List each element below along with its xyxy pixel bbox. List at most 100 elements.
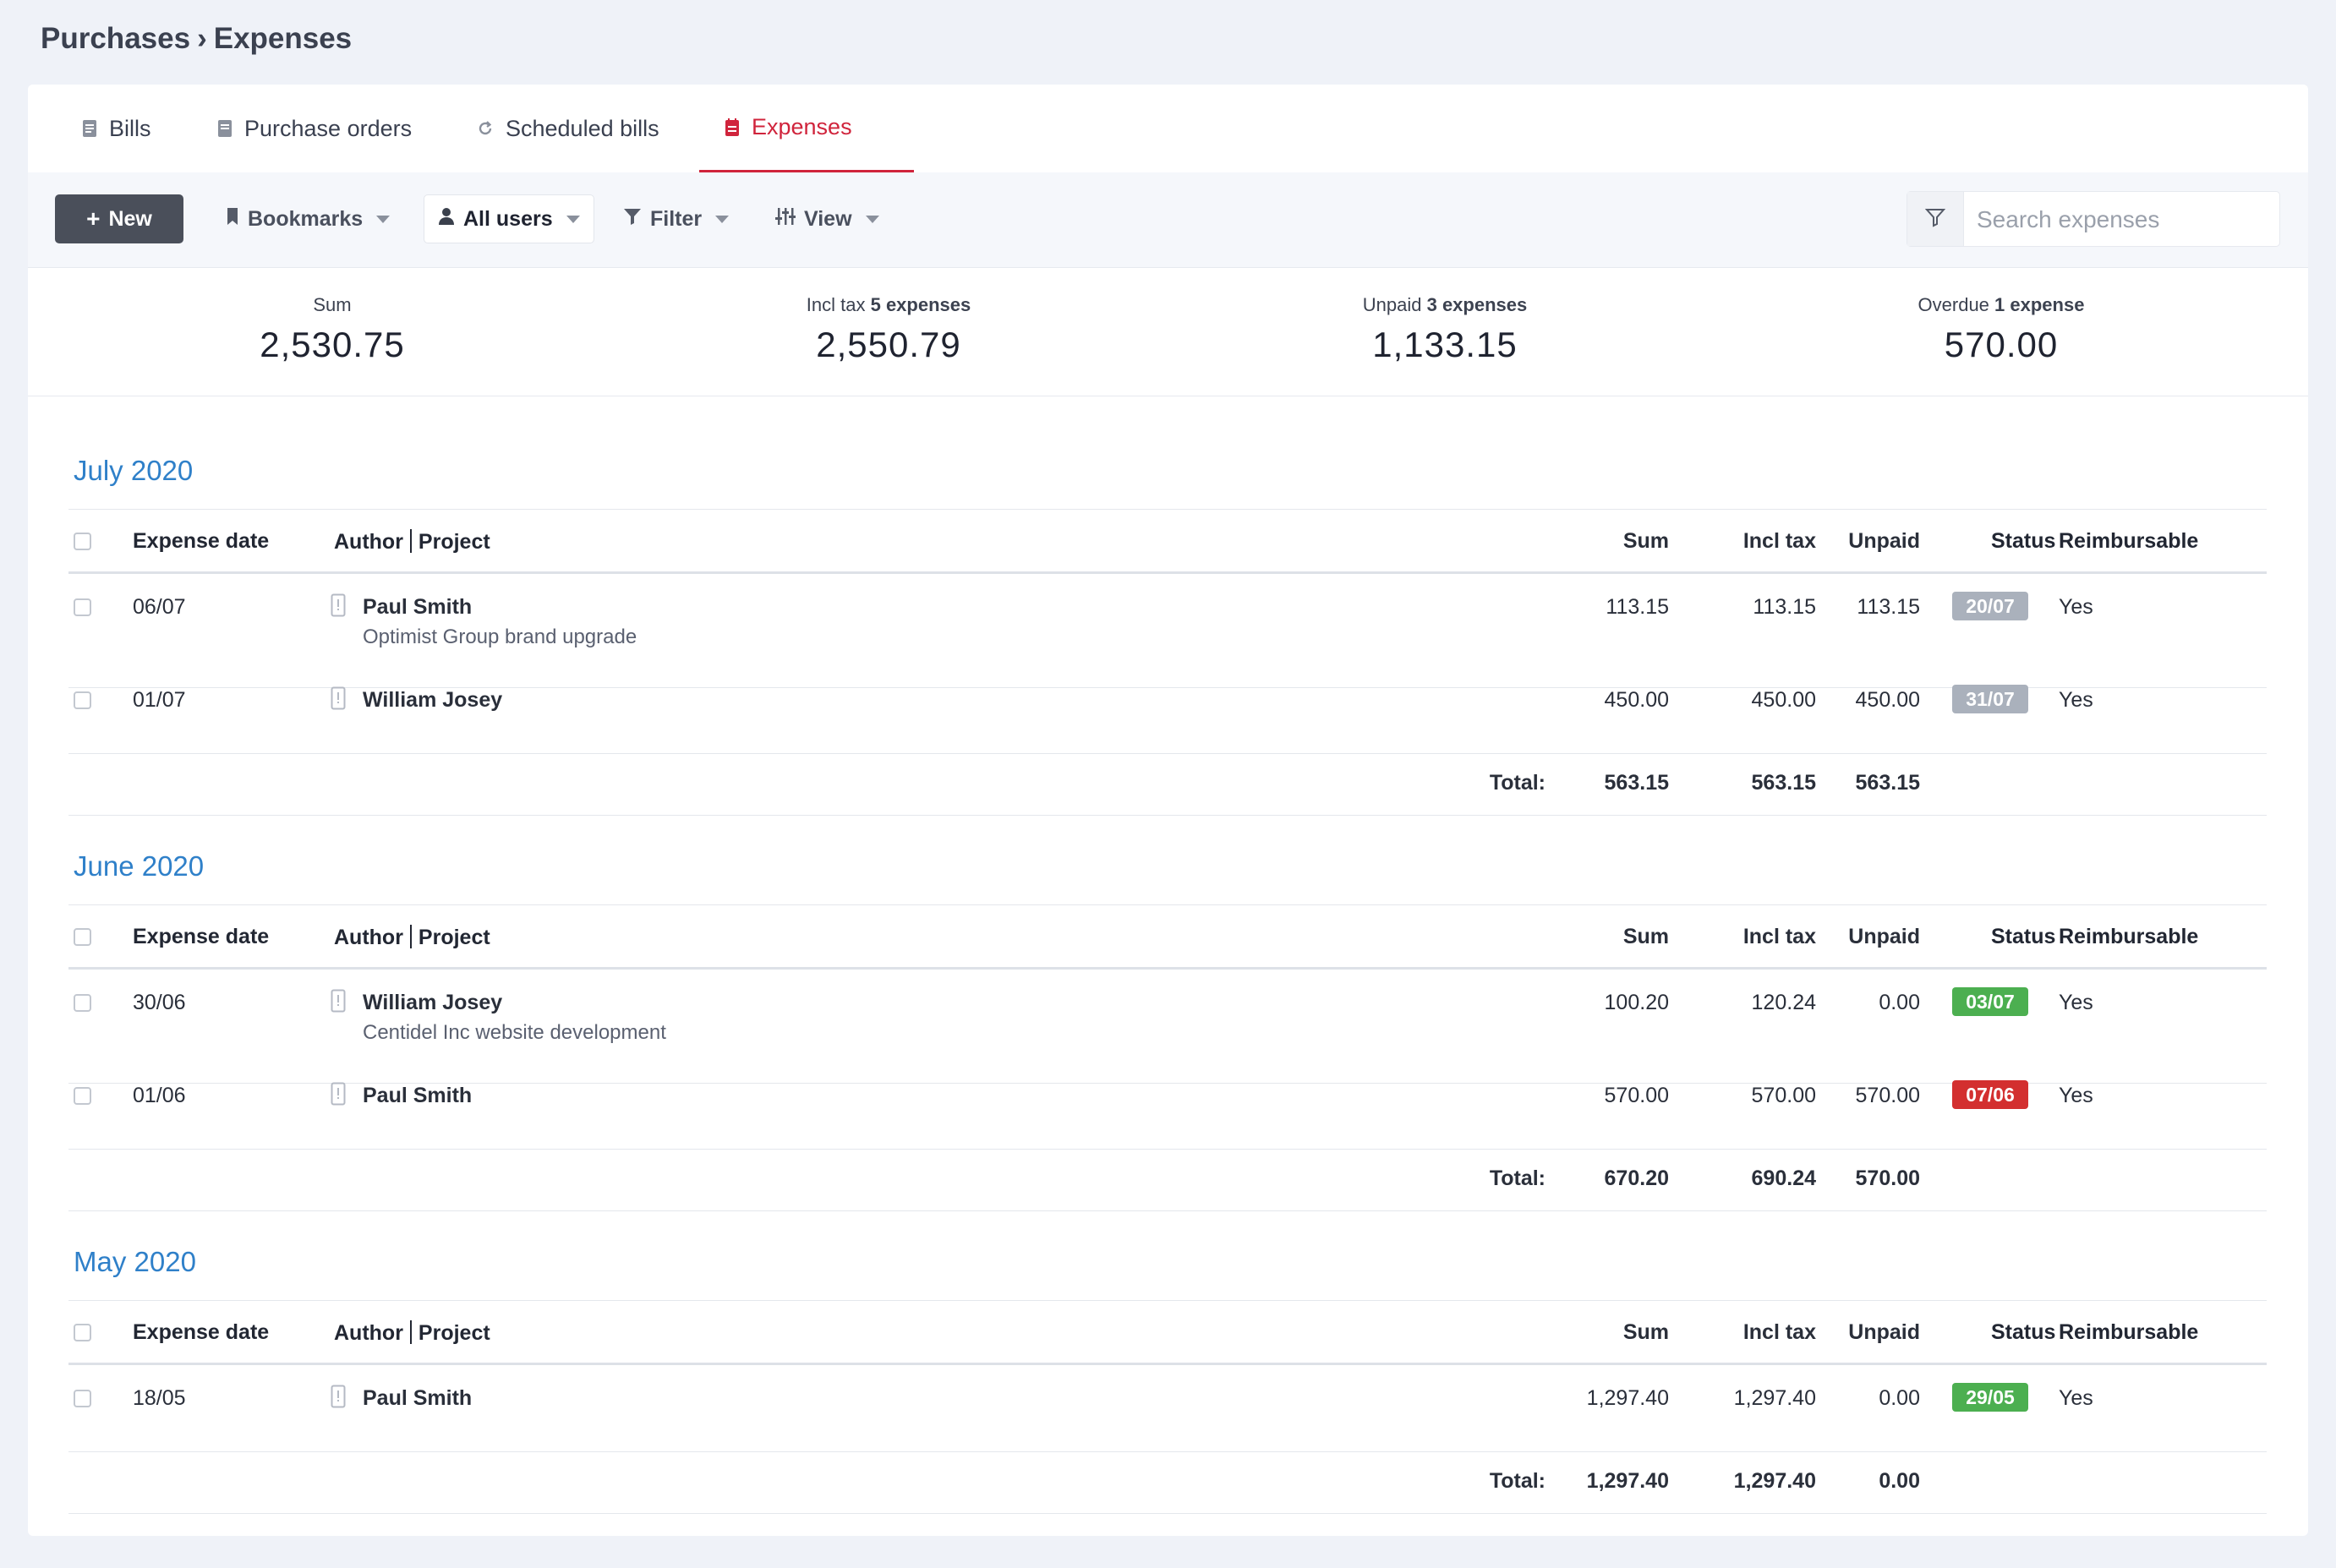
column-header-author-project[interactable]: Author Project xyxy=(334,1320,490,1346)
column-header-status[interactable]: Status xyxy=(1991,529,2056,553)
column-header-incl-tax: Incl tax xyxy=(1742,1320,1816,1344)
tab-scheduled-bills[interactable]: Scheduled bills xyxy=(477,85,659,172)
summary-bar: Sum 2,530.75 Incl tax 5 expenses 2,550.7… xyxy=(28,267,2308,396)
stat-label: Sum xyxy=(313,294,352,315)
column-header-unpaid: Unpaid xyxy=(1848,529,1920,553)
row-checkbox[interactable] xyxy=(74,1390,91,1407)
select-all-checkbox[interactable] xyxy=(74,928,91,946)
sliders-icon xyxy=(775,207,796,232)
receipt-icon xyxy=(331,1082,346,1110)
view-label: View xyxy=(804,206,852,231)
header-separator xyxy=(409,1320,412,1344)
breadcrumb-separator: › xyxy=(197,22,207,55)
reimbursable-value: Yes xyxy=(2059,688,2093,712)
all-users-dropdown[interactable]: All users xyxy=(424,194,594,243)
column-header-date[interactable]: Expense date xyxy=(133,1320,270,1344)
total-divider xyxy=(68,1513,2267,1514)
divider xyxy=(68,904,2267,905)
tab-label: Purchase orders xyxy=(244,115,413,141)
column-header-status[interactable]: Status xyxy=(1991,925,2056,948)
tab-expenses[interactable]: Expenses xyxy=(699,85,914,172)
author-name[interactable]: William Josey xyxy=(363,991,503,1014)
author-name[interactable]: Paul Smith xyxy=(363,1084,473,1107)
receipt-icon xyxy=(331,593,346,621)
month-title: July 2020 xyxy=(74,455,194,486)
search-filter-button[interactable] xyxy=(1907,192,1964,246)
bookmarks-dropdown[interactable]: Bookmarks xyxy=(226,194,391,243)
tab-bills[interactable]: Bills xyxy=(82,85,151,172)
divider xyxy=(68,509,2267,510)
search-input[interactable] xyxy=(1975,200,2266,239)
user-icon xyxy=(438,207,455,232)
tab-purchase-orders[interactable]: Purchase orders xyxy=(217,85,412,172)
bookmarks-label: Bookmarks xyxy=(248,206,364,231)
tab-label: Scheduled bills xyxy=(506,115,659,141)
row-checkbox[interactable] xyxy=(74,994,91,1012)
column-header-unpaid: Unpaid xyxy=(1848,925,1920,948)
sum-value: 450.00 xyxy=(1604,688,1669,712)
row-divider xyxy=(68,1149,2267,1150)
reimbursable-value: Yes xyxy=(2059,595,2093,619)
chevron-down-icon xyxy=(715,215,730,223)
select-all-checkbox[interactable] xyxy=(74,533,91,550)
total-unpaid: 563.15 xyxy=(1855,771,1920,795)
author-name[interactable]: Paul Smith xyxy=(363,595,473,619)
total-incl-tax: 690.24 xyxy=(1751,1166,1816,1190)
tab-label: Bills xyxy=(109,115,151,141)
project-name[interactable]: Optimist Group brand upgrade xyxy=(363,626,637,648)
column-header-status[interactable]: Status xyxy=(1991,1320,2056,1344)
column-header-author: Author xyxy=(334,1321,403,1345)
total-label: Total: xyxy=(1489,771,1545,795)
incl-tax-value: 450.00 xyxy=(1751,688,1816,712)
chevron-down-icon xyxy=(566,215,580,223)
column-header-reimbursable[interactable]: Reimbursable xyxy=(2059,925,2199,948)
breadcrumb-parent[interactable]: Purchases xyxy=(41,22,191,55)
column-header-project: Project xyxy=(418,530,490,554)
filter-dropdown[interactable]: Filter xyxy=(623,194,730,243)
column-header-date[interactable]: Expense date xyxy=(133,529,270,553)
reimbursable-value: Yes xyxy=(2059,1084,2093,1107)
stat-label: Unpaid 3 expenses xyxy=(1362,294,1528,315)
total-unpaid: 570.00 xyxy=(1855,1166,1920,1190)
incl-tax-value: 1,297.40 xyxy=(1733,1386,1816,1410)
status-badge: 20/07 xyxy=(1952,592,2028,620)
column-header-reimbursable[interactable]: Reimbursable xyxy=(2059,529,2199,553)
incl-tax-value: 113.15 xyxy=(1753,595,1816,619)
project-name[interactable]: Centidel Inc website development xyxy=(363,1021,666,1044)
author-name[interactable]: Paul Smith xyxy=(363,1386,473,1410)
stat-label: Incl tax 5 expenses xyxy=(806,294,971,315)
select-all-checkbox[interactable] xyxy=(74,1324,91,1341)
month-title: June 2020 xyxy=(74,850,205,882)
row-divider xyxy=(68,753,2267,754)
new-button[interactable]: + New xyxy=(55,194,183,243)
month-title: May 2020 xyxy=(74,1246,196,1277)
row-checkbox[interactable] xyxy=(74,598,91,616)
column-header-author-project[interactable]: Author Project xyxy=(334,925,490,950)
new-button-label: New xyxy=(108,206,152,231)
row-checkbox[interactable] xyxy=(74,691,91,709)
header-divider xyxy=(68,1363,2267,1365)
incl-tax-value: 570.00 xyxy=(1751,1084,1816,1107)
toolbar: + New Bookmarks All users Filter View xyxy=(28,172,2308,268)
column-header-project: Project xyxy=(418,1321,490,1345)
sum-value: 100.20 xyxy=(1604,991,1669,1014)
row-divider xyxy=(68,1083,2267,1084)
receipt-icon xyxy=(331,686,346,714)
author-name[interactable]: William Josey xyxy=(363,688,503,712)
status-badge: 29/05 xyxy=(1952,1383,2028,1412)
column-header-reimbursable[interactable]: Reimbursable xyxy=(2059,1320,2199,1344)
stat-value: 570.00 xyxy=(1944,325,2059,364)
breadcrumb-current: Expenses xyxy=(213,22,353,55)
total-unpaid: 0.00 xyxy=(1879,1469,1920,1493)
row-checkbox[interactable] xyxy=(74,1087,91,1105)
total-sum: 1,297.40 xyxy=(1586,1469,1669,1493)
column-header-date[interactable]: Expense date xyxy=(133,925,270,948)
bills-icon xyxy=(82,119,97,138)
refresh-icon xyxy=(477,120,494,137)
filter-label: Filter xyxy=(650,206,703,231)
incl-tax-value: 120.24 xyxy=(1751,991,1816,1014)
expense-date: 01/07 xyxy=(133,688,186,712)
view-dropdown[interactable]: View xyxy=(775,194,879,243)
stat-value: 2,550.79 xyxy=(816,325,961,364)
column-header-author-project[interactable]: Author Project xyxy=(334,529,490,555)
